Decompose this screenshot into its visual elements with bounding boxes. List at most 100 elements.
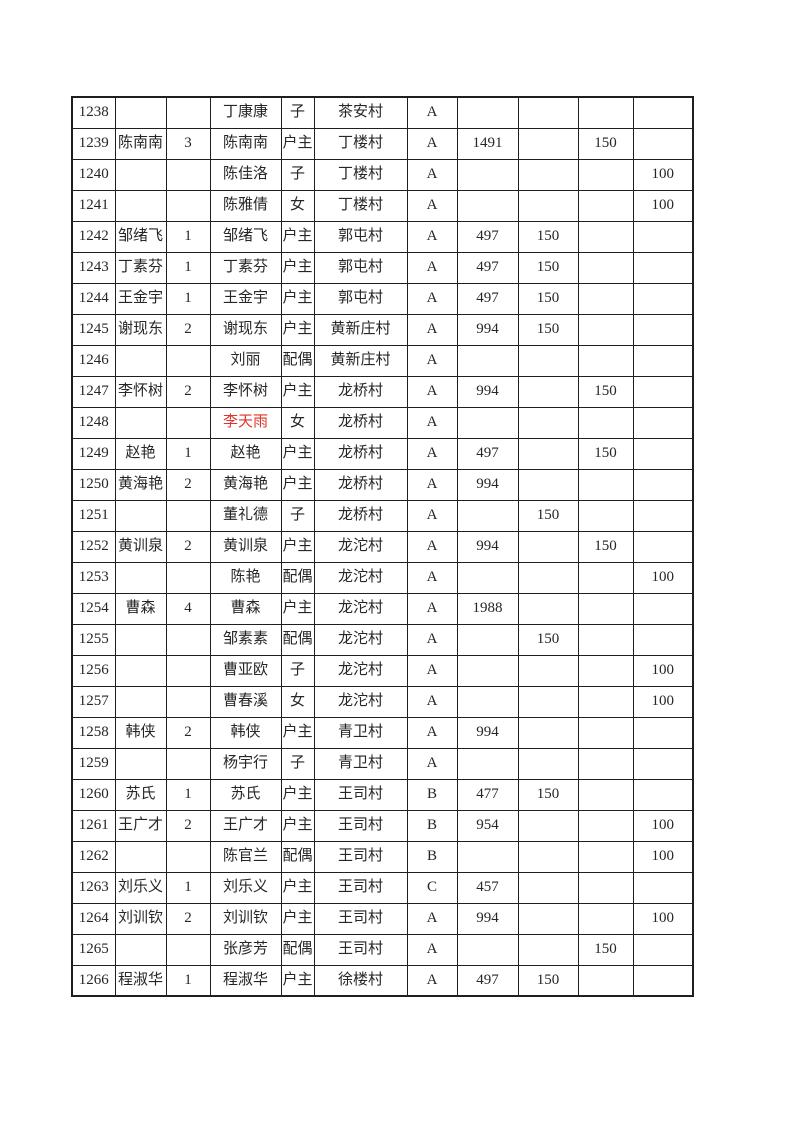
- household-subsidy-table: 1238 丁康康子茶安村 A 1239 陈南南 3 陈南南 户主 丁楼村 A 1491 150 1240…: [71, 96, 694, 997]
- table-row: 1266 程淑华 1 程淑华 户主 徐楼村 A 497 150: [71, 964, 694, 997]
- cell-amount-2: 150: [517, 220, 579, 253]
- cell-grade: A: [406, 685, 458, 718]
- cell-amount-4: 100: [632, 840, 694, 873]
- cell-member-name: 韩侠: [209, 716, 282, 749]
- cell-amount-3: 150: [577, 530, 634, 563]
- cell-amount-2: [517, 561, 579, 594]
- cell-member-name: 邹绪飞: [209, 220, 282, 253]
- cell-amount-3: [577, 623, 634, 656]
- cell-amount-2: [517, 933, 579, 966]
- cell-grade: A: [406, 158, 458, 191]
- cell-head-name: 王金宇: [114, 282, 167, 315]
- cell-member-name: 黄海艳: [209, 468, 282, 501]
- cell-amount-4: [632, 592, 694, 625]
- cell-amount-2: 150: [517, 313, 579, 346]
- cell-amount-4: 100: [632, 902, 694, 935]
- cell-village: 郭屯村: [313, 282, 408, 315]
- cell-village: 青卫村: [313, 747, 408, 780]
- cell-amount-3: [577, 809, 634, 842]
- cell-amount-1: 994: [456, 902, 519, 935]
- cell-household-count: 1: [165, 871, 211, 904]
- table-row: 1247 李怀树 2 李怀树 户主 龙桥村 A 994 150: [71, 375, 694, 408]
- cell-head-name: 韩侠: [114, 716, 167, 749]
- cell-amount-3: 150: [577, 933, 634, 966]
- cell-amount-4: [632, 127, 694, 160]
- cell-household-count: 1: [165, 964, 211, 997]
- cell-serial-number: 1266: [71, 964, 116, 997]
- cell-serial-number: 1248: [71, 406, 116, 439]
- cell-serial-number: 1264: [71, 902, 116, 935]
- cell-amount-2: [517, 871, 579, 904]
- table-row: 1259 杨宇行子青卫村 A: [71, 747, 694, 780]
- cell-amount-4: [632, 220, 694, 253]
- cell-village: 龙沱村: [313, 623, 408, 656]
- cell-amount-2: [517, 375, 579, 408]
- cell-grade: A: [406, 468, 458, 501]
- cell-grade: A: [406, 561, 458, 594]
- table-row: 1261 王广才 2 王广才 户主 王司村 B 954 100: [71, 809, 694, 842]
- cell-grade: A: [406, 96, 458, 129]
- cell-member-name: 王广才: [209, 809, 282, 842]
- cell-household-count: 2: [165, 313, 211, 346]
- cell-amount-4: 100: [632, 809, 694, 842]
- cell-grade: A: [406, 499, 458, 532]
- cell-head-name: [114, 406, 167, 439]
- cell-member-name: 李天雨: [209, 406, 282, 439]
- cell-head-name: 邹绪飞: [114, 220, 167, 253]
- cell-grade: A: [406, 964, 458, 997]
- cell-amount-4: [632, 468, 694, 501]
- cell-grade: A: [406, 933, 458, 966]
- cell-amount-1: 497: [456, 282, 519, 315]
- cell-village: 王司村: [313, 840, 408, 873]
- cell-relation: 户主: [280, 778, 315, 811]
- cell-household-count: 2: [165, 902, 211, 935]
- cell-grade: A: [406, 313, 458, 346]
- cell-grade: A: [406, 375, 458, 408]
- cell-serial-number: 1240: [71, 158, 116, 191]
- cell-household-count: [165, 840, 211, 873]
- cell-member-name: 董礼德: [209, 499, 282, 532]
- cell-serial-number: 1243: [71, 251, 116, 284]
- table-row: 1243 丁素芬 1 丁素芬 户主 郭屯村 A 497 150: [71, 251, 694, 284]
- cell-head-name: [114, 623, 167, 656]
- cell-relation: 女: [280, 406, 315, 439]
- cell-member-name: 赵艳: [209, 437, 282, 470]
- cell-serial-number: 1253: [71, 561, 116, 594]
- cell-amount-2: 150: [517, 499, 579, 532]
- table-row: 1252 黄训泉 2 黄训泉 户主 龙沱村 A 994 150: [71, 530, 694, 563]
- cell-amount-1: 497: [456, 220, 519, 253]
- cell-amount-4: [632, 530, 694, 563]
- cell-serial-number: 1245: [71, 313, 116, 346]
- cell-amount-1: [456, 623, 519, 656]
- cell-amount-1: 497: [456, 251, 519, 284]
- cell-village: 黄新庄村: [313, 313, 408, 346]
- cell-serial-number: 1246: [71, 344, 116, 377]
- table-row: 1260 苏氏 1 苏氏 户主 王司村 B 477 150: [71, 778, 694, 811]
- cell-head-name: 陈南南: [114, 127, 167, 160]
- cell-village: 龙桥村: [313, 468, 408, 501]
- cell-member-name: 曹森: [209, 592, 282, 625]
- cell-grade: A: [406, 251, 458, 284]
- cell-amount-3: 150: [577, 375, 634, 408]
- cell-village: 黄新庄村: [313, 344, 408, 377]
- cell-head-name: 赵艳: [114, 437, 167, 470]
- cell-amount-1: 1988: [456, 592, 519, 625]
- cell-relation: 配偶: [280, 623, 315, 656]
- cell-relation: 户主: [280, 251, 315, 284]
- cell-household-count: [165, 933, 211, 966]
- cell-grade: A: [406, 654, 458, 687]
- cell-amount-1: [456, 685, 519, 718]
- cell-member-name: 邹素素: [209, 623, 282, 656]
- cell-amount-2: 150: [517, 964, 579, 997]
- cell-village: 龙桥村: [313, 437, 408, 470]
- cell-head-name: [114, 158, 167, 191]
- cell-amount-1: [456, 499, 519, 532]
- table-row: 1238 丁康康子茶安村 A: [71, 96, 694, 129]
- cell-amount-2: [517, 592, 579, 625]
- table-row: 1258 韩侠 2 韩侠 户主 青卫村 A 994: [71, 716, 694, 749]
- cell-serial-number: 1238: [71, 96, 116, 129]
- cell-relation: 配偶: [280, 561, 315, 594]
- cell-member-name: 丁素芬: [209, 251, 282, 284]
- cell-household-count: 1: [165, 778, 211, 811]
